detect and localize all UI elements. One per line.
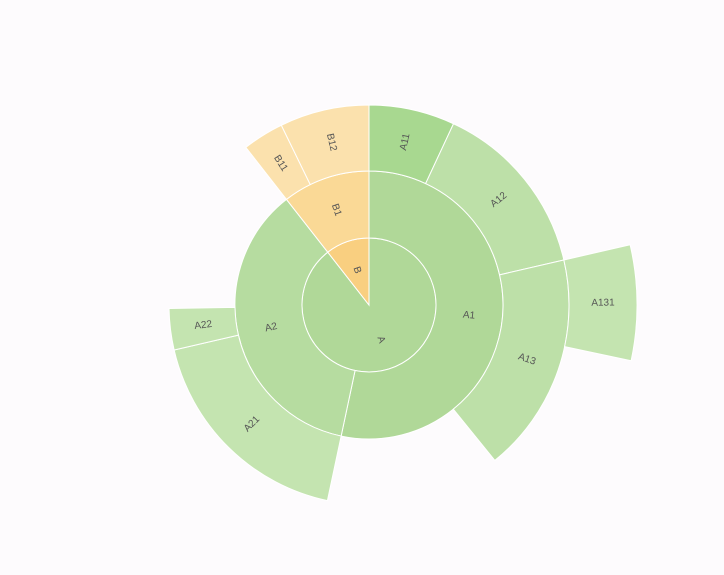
sector-label: B1	[329, 202, 344, 218]
sector-label: A11	[398, 132, 413, 151]
sector-label: A131	[591, 297, 615, 308]
sector-label: A1	[462, 310, 476, 322]
sector-label: A2	[264, 321, 279, 335]
sector-label: A22	[194, 319, 213, 332]
sector	[563, 244, 638, 362]
sector-label: B12	[324, 132, 339, 152]
sector-label: B	[351, 265, 364, 275]
sector-label: A	[375, 335, 388, 345]
sector	[280, 104, 370, 186]
sector	[168, 306, 240, 351]
